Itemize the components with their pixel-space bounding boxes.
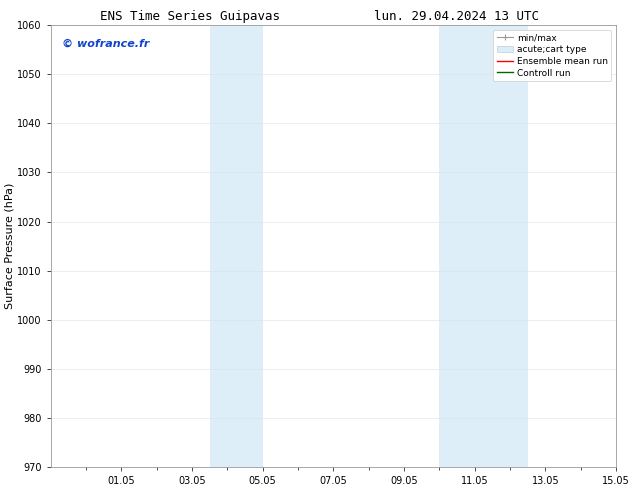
Text: © wofrance.fr: © wofrance.fr [62,39,149,49]
Bar [210,25,262,467]
Bar [439,25,527,467]
Legend: min/max, acute;cart type, Ensemble mean run, Controll run: min/max, acute;cart type, Ensemble mean … [493,30,611,81]
Text: lun. 29.04.2024 13 UTC: lun. 29.04.2024 13 UTC [374,10,539,23]
Y-axis label: Surface Pressure (hPa): Surface Pressure (hPa) [4,183,14,309]
Text: ENS Time Series Guipavas: ENS Time Series Guipavas [100,10,280,23]
